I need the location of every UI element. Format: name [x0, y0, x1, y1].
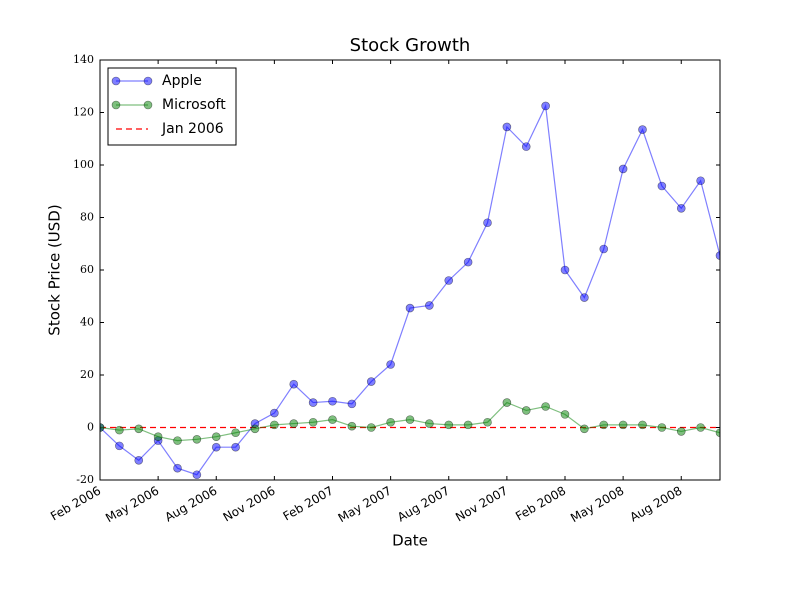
- marker: [599, 420, 609, 430]
- marker: [444, 420, 454, 430]
- plot-frame: [99, 59, 721, 481]
- marker: [231, 428, 240, 438]
- marker: [328, 396, 337, 406]
- marker: [405, 415, 415, 424]
- marker: [502, 122, 512, 132]
- marker: [386, 417, 395, 427]
- marker: [444, 276, 454, 285]
- y-tick-label: -20: [76, 473, 94, 486]
- marker: [347, 421, 357, 431]
- marker: [134, 456, 144, 465]
- marker: [100, 423, 105, 432]
- y-tick-label: 140: [73, 53, 94, 66]
- marker: [173, 436, 182, 445]
- y-tick-label: 0: [87, 421, 94, 434]
- marker: [580, 293, 589, 302]
- y-tick-label: 100: [73, 158, 94, 171]
- y-tick-label: 60: [80, 263, 94, 276]
- marker: [173, 463, 182, 473]
- marker: [366, 377, 376, 386]
- marker: [308, 417, 318, 427]
- marker: [115, 425, 124, 435]
- y-axis-label: Stock Price (USD): [46, 204, 64, 335]
- marker: [425, 301, 434, 310]
- marker: [638, 420, 647, 430]
- marker: [715, 428, 720, 438]
- marker: [560, 410, 570, 419]
- marker: [560, 265, 570, 275]
- legend-box: [107, 67, 237, 146]
- marker: [250, 424, 260, 434]
- marker: [676, 427, 686, 436]
- legend-label: Jan 2006: [161, 121, 224, 137]
- chart-title: Stock Growth: [350, 35, 471, 56]
- marker: [134, 424, 144, 434]
- marker: [211, 442, 221, 452]
- marker: [696, 176, 705, 186]
- legend-marker: [143, 100, 153, 110]
- y-tick-label: 80: [80, 211, 94, 224]
- legend-label: Microsoft: [162, 97, 226, 113]
- marker: [483, 218, 492, 228]
- marker: [386, 360, 395, 369]
- legend-marker: [111, 100, 121, 110]
- x-axis-label: Date: [392, 532, 428, 550]
- marker: [638, 125, 647, 134]
- marker: [541, 402, 550, 411]
- marker: [541, 101, 550, 111]
- marker: [211, 432, 221, 441]
- marker: [347, 399, 357, 409]
- marker: [502, 398, 512, 407]
- marker: [599, 244, 609, 254]
- marker: [270, 420, 279, 430]
- marker: [521, 142, 531, 151]
- marker: [580, 424, 589, 434]
- series: [100, 101, 720, 480]
- marker: [696, 423, 705, 432]
- marker: [192, 435, 202, 444]
- marker: [483, 417, 492, 427]
- y-tick-label: 40: [80, 316, 94, 329]
- legend-marker: [143, 76, 153, 86]
- marker: [657, 423, 667, 432]
- marker: [308, 398, 318, 407]
- marker: [463, 257, 473, 267]
- marker: [618, 420, 628, 430]
- marker: [115, 441, 124, 451]
- legend-marker: [111, 76, 121, 86]
- marker: [463, 420, 473, 430]
- marker: [366, 423, 376, 432]
- marker: [425, 419, 434, 428]
- marker: [328, 415, 337, 424]
- marker: [192, 470, 202, 480]
- y-tick-label: 120: [73, 106, 94, 119]
- marker: [231, 442, 240, 452]
- marker: [521, 406, 531, 415]
- marker: [289, 379, 299, 389]
- marker: [657, 181, 667, 191]
- marker: [153, 432, 163, 441]
- y-tick-label: 20: [80, 368, 94, 381]
- series: [100, 398, 720, 445]
- marker: [618, 164, 628, 174]
- marker: [676, 204, 686, 213]
- marker: [405, 303, 415, 313]
- legend-label: Apple: [162, 73, 202, 89]
- marker: [289, 419, 299, 428]
- marker: [270, 408, 279, 418]
- marker: [715, 251, 720, 260]
